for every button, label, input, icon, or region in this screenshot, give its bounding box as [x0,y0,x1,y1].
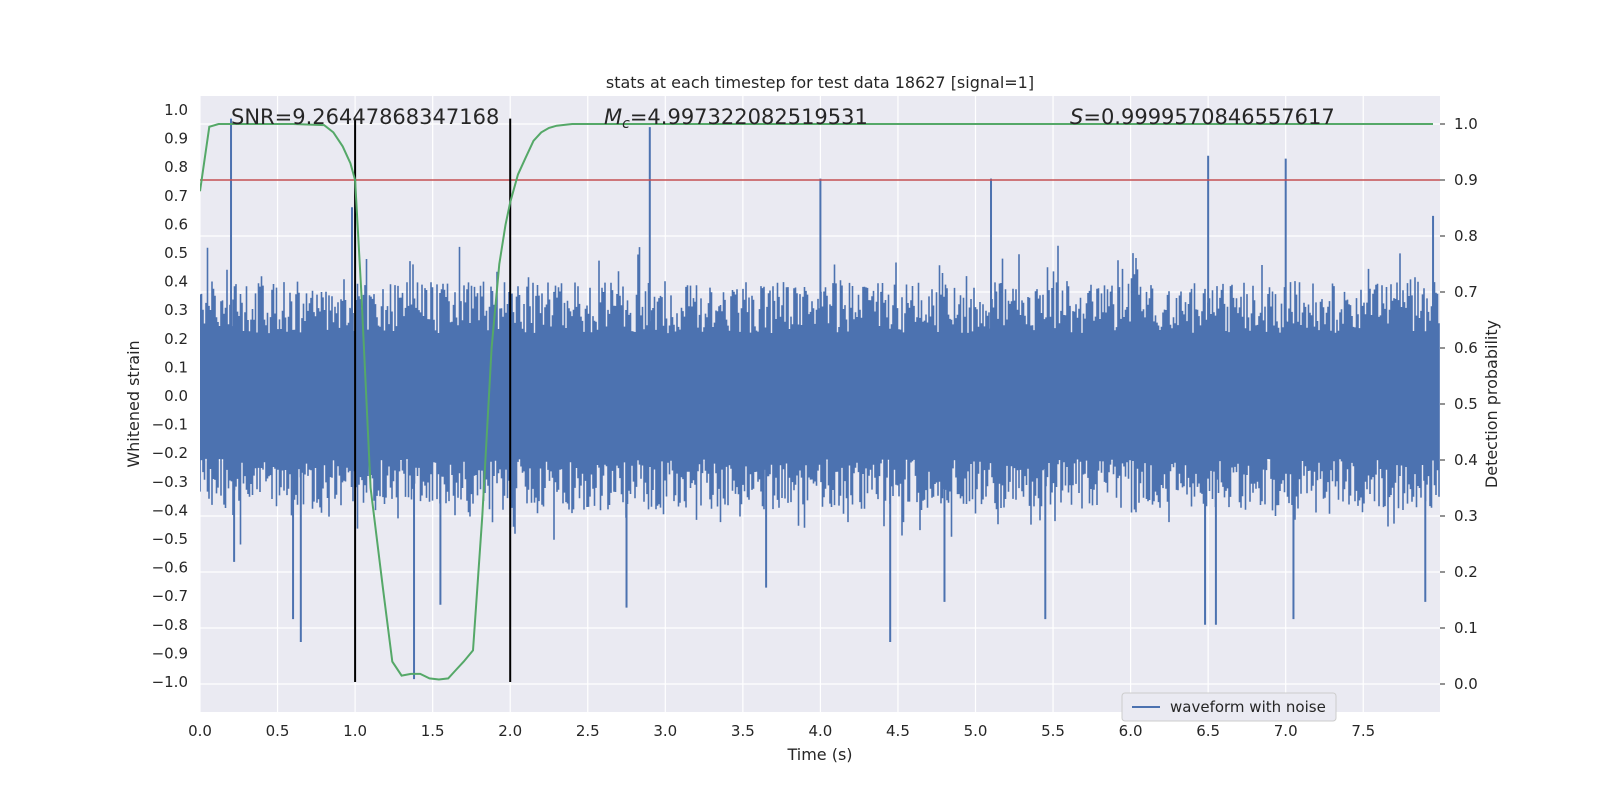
y-tick-label: −0.2 [152,444,188,462]
right-tick-label: 0.3 [1454,507,1478,525]
x-tick-label: 0.0 [188,722,212,740]
x-axis-label: Time (s) [786,745,852,764]
y-tick-label: 0.9 [164,130,188,148]
right-tick-label: 0.6 [1454,339,1478,357]
x-tick-label: 5.5 [1041,722,1065,740]
x-tick-label: 1.5 [421,722,445,740]
y-tick-label: −0.6 [152,559,188,577]
right-axis-label: Detection probability [1482,320,1501,488]
y-tick-label: −0.3 [152,473,188,491]
y-tick-label: 0.1 [164,358,188,376]
chirp-mass-value: =4.997322082519531 [630,105,868,129]
right-tick-label: 0.7 [1454,283,1478,301]
y-tick-label: 0.5 [164,244,188,262]
x-tick-label: 0.5 [266,722,290,740]
s-annotation: S=0.9999570846557617 [1070,105,1335,129]
x-tick-label: 7.0 [1274,722,1298,740]
y-tick-label: 0.7 [164,187,188,205]
x-tick-label: 5.0 [964,722,988,740]
y-tick-label: −1.0 [152,673,188,691]
right-axis-ticks: 1.0 0.9 0.8 0.7 0.6 0.5 0.4 0.3 0.2 0.1 0.0 [1440,115,1478,693]
legend-box [1121,692,1337,722]
chart-title: stats at each timestep for test data 186… [606,73,1034,92]
right-tick-label: 0.5 [1454,395,1478,413]
y-tick-label: 0.3 [164,301,188,319]
snr-annotation: SNR=9.26447868347168 [231,105,499,129]
x-tick-label: 7.5 [1351,722,1375,740]
x-tick-label: 3.5 [731,722,755,740]
overlay-lines [200,118,1440,682]
x-axis-ticks: 0.0 0.5 1.0 1.5 2.0 2.5 3.0 3.5 4.0 4.5 5.0 5.5 6.0 6… [188,722,1375,740]
y-tick-label: −0.4 [152,501,188,519]
s-value: =0.9999570846557617 [1083,105,1334,129]
chirp-mass-subscript: c [622,116,630,132]
right-tick-label: 0.0 [1454,675,1478,693]
y-tick-label: 0.8 [164,158,188,176]
x-tick-label: 6.5 [1196,722,1220,740]
right-tick-label: 0.8 [1454,227,1478,245]
y-axis-label: Whitened strain [124,340,143,467]
y-tick-label: −0.5 [152,530,188,548]
chirp-mass-annotation: Mc=4.997322082519531 [604,105,868,132]
waveform-noise-body [200,245,1440,545]
y-tick-label: 0.0 [164,387,188,405]
right-tick-label: 1.0 [1454,115,1478,133]
chirp-mass-symbol: M [604,105,622,129]
y-tick-label: 0.4 [164,273,188,291]
x-tick-label: 6.0 [1119,722,1143,740]
y-tick-label: 1.0 [164,101,188,119]
y-tick-label: −0.7 [152,587,188,605]
y-tick-label: −0.9 [152,644,188,662]
x-tick-label: 4.0 [808,722,832,740]
y-tick-label: 0.2 [164,330,188,348]
x-tick-label: 2.0 [498,722,522,740]
legend-label: waveform with noise [1170,698,1326,716]
right-tick-label: 0.2 [1454,563,1478,581]
s-symbol: S [1070,105,1083,129]
x-tick-label: 2.5 [576,722,600,740]
y-tick-label: −0.1 [152,416,188,434]
waveform-series [200,118,1440,680]
x-tick-label: 1.0 [343,722,367,740]
y-tick-label: 0.6 [164,215,188,233]
x-tick-label: 3.0 [653,722,677,740]
y-axis-ticks: 1.0 0.9 0.8 0.7 0.6 0.5 0.4 0.3 0.2 0.1 0.0 −0.1 −0.… [152,101,188,691]
legend: waveform with noise [1121,692,1337,722]
x-tick-label: 4.5 [886,722,910,740]
detection-probability-line [200,123,1433,681]
y-tick-label: −0.8 [152,616,188,634]
right-tick-label: 0.4 [1454,451,1478,469]
right-tick-label: 0.9 [1454,171,1478,189]
right-tick-label: 0.1 [1454,619,1478,637]
